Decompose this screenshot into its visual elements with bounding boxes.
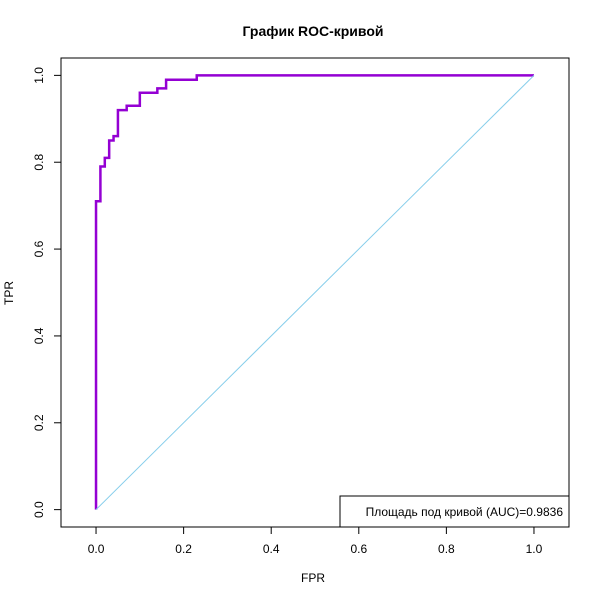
x-tick-label: 0.0 xyxy=(88,542,105,556)
y-tick-label: 0.6 xyxy=(32,240,46,257)
y-tick-label: 0.8 xyxy=(32,154,46,171)
y-tick-label: 0.2 xyxy=(32,414,46,431)
roc-curve-line xyxy=(94,74,534,510)
y-axis-label: TPR xyxy=(2,281,16,305)
x-tick-label: 0.8 xyxy=(438,542,455,556)
x-tick-label: 0.4 xyxy=(263,542,280,556)
plot-layer: 0.0 0.2 0.4 0.6 0.8 1.0 0.0 0.2 0.4 0.6 0.8 1.0 Площ… xyxy=(32,57,570,556)
legend-box xyxy=(339,495,570,528)
x-axis-label: FPR xyxy=(301,571,325,585)
legend-text: Площадь под кривой (AUC)=0.9836 xyxy=(366,505,564,519)
y-tick-label: 1.0 xyxy=(32,67,46,84)
y-tick-label: 0.0 xyxy=(32,501,46,518)
x-tick-label: 0.2 xyxy=(175,542,192,556)
chart-title: График ROC-кривой xyxy=(242,23,383,39)
x-tick-label: 0.6 xyxy=(350,542,367,556)
diagonal-reference-line xyxy=(95,75,535,510)
x-tick-label: 1.0 xyxy=(526,542,543,556)
y-tick-label: 0.4 xyxy=(32,327,46,344)
